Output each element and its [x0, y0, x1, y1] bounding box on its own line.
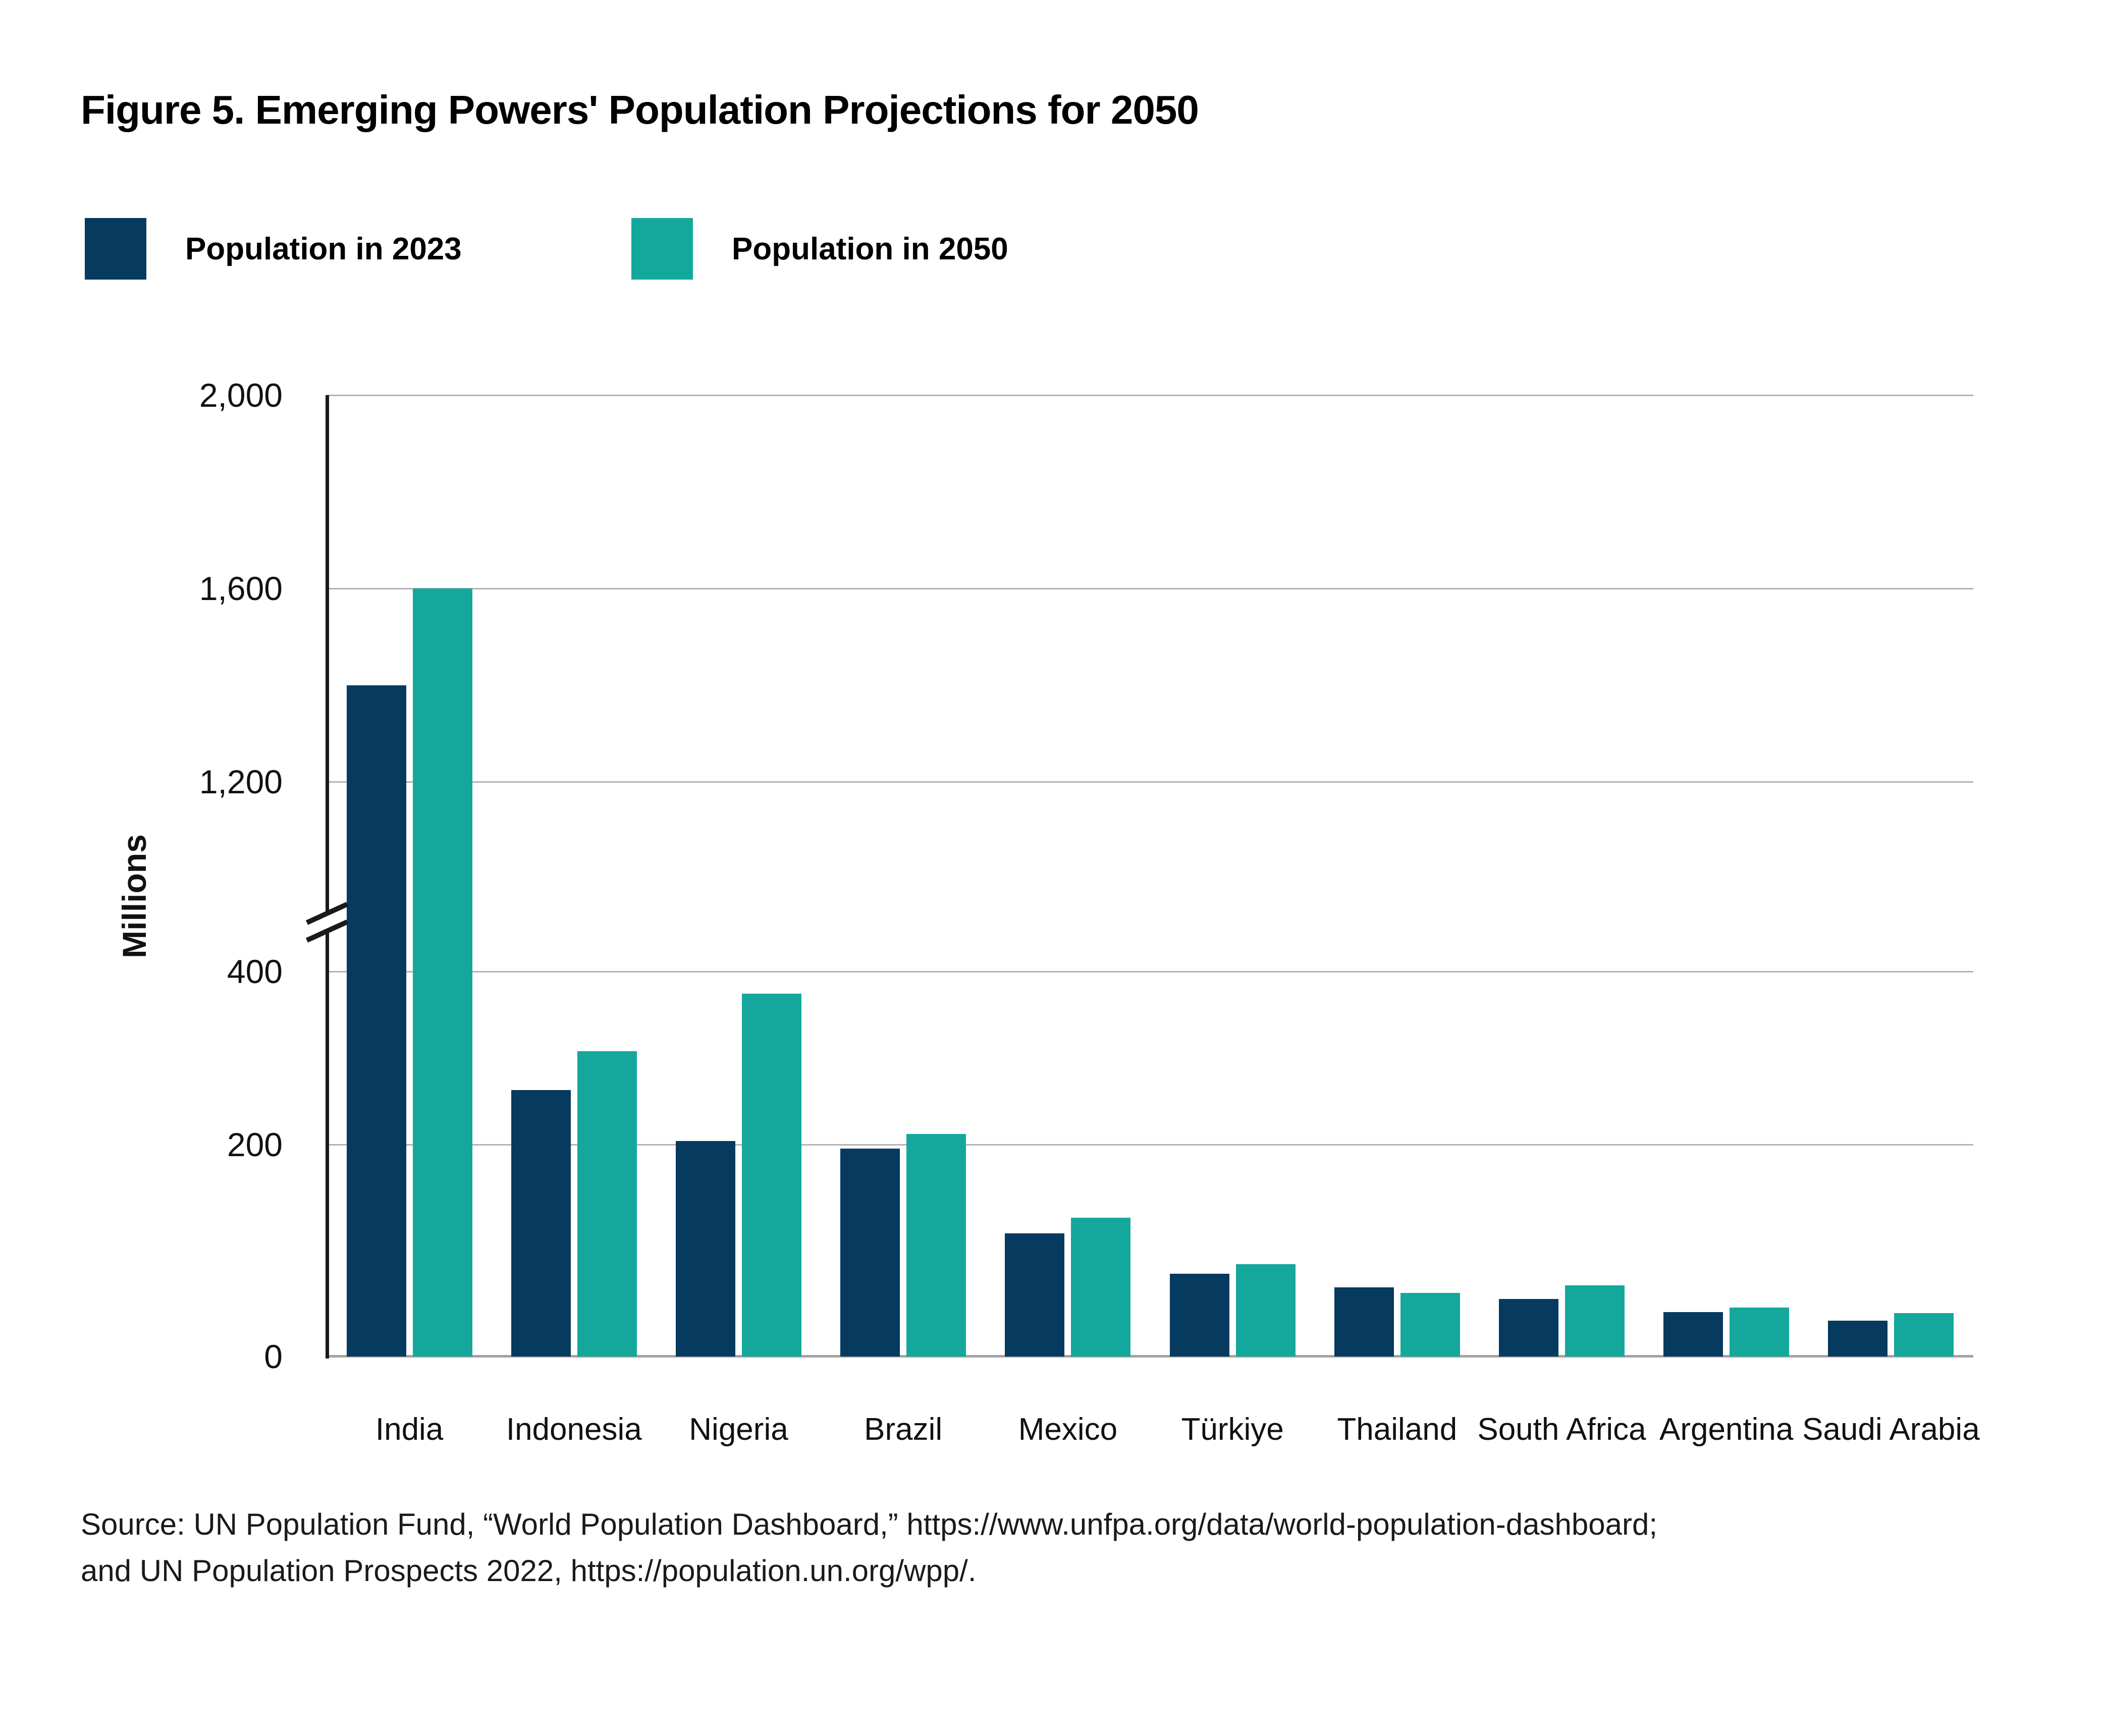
bar-mexico-2023 — [1005, 1233, 1065, 1357]
bar-türkiye-2023 — [1169, 1273, 1229, 1357]
bar-saudi-arabia-2023 — [1828, 1321, 1888, 1357]
x-category-label-indonesia: Indonesia — [506, 1412, 642, 1447]
x-axis-line — [327, 1355, 1973, 1358]
source-note: Source: UN Population Fund, “World Popul… — [81, 1501, 1657, 1594]
legend-swatch-2050-icon — [631, 218, 693, 280]
y-tick-label-1200: 1,200 — [199, 763, 283, 800]
legend-item-2023: Population in 2023 — [85, 218, 462, 280]
plot-area — [327, 395, 1973, 1358]
legend-item-2050: Population in 2050 — [631, 218, 1008, 280]
bar-brazil-2023 — [840, 1148, 900, 1357]
chart-title: Figure 5. Emerging Powers' Population Pr… — [81, 87, 1199, 132]
y-tick-label-1600: 1,600 — [199, 570, 283, 607]
bar-saudi-arabia-2050 — [1894, 1313, 1954, 1357]
bar-argentina-2050 — [1730, 1307, 1790, 1357]
gridline-2000 — [327, 395, 1973, 396]
bar-india-2050 — [412, 588, 472, 1357]
bar-indonesia-2023 — [511, 1090, 571, 1357]
x-category-label-brazil: Brazil — [864, 1412, 943, 1447]
source-line-2: and UN Population Prospects 2022, https:… — [81, 1554, 977, 1588]
legend-swatch-2023-icon — [85, 218, 146, 280]
y-tick-label-400: 400 — [227, 953, 283, 990]
x-category-label-türkiye: Türkiye — [1181, 1412, 1284, 1447]
bar-türkiye-2050 — [1235, 1264, 1296, 1357]
gridline-400 — [327, 971, 1973, 972]
bar-nigeria-2023 — [676, 1141, 735, 1357]
gridline-200 — [327, 1144, 1973, 1146]
bar-south-africa-2050 — [1565, 1285, 1625, 1357]
y-tick-label-0: 0 — [264, 1338, 283, 1375]
bar-india-2023 — [346, 685, 406, 1357]
gridline-1200 — [327, 781, 1973, 783]
bar-nigeria-2050 — [742, 993, 801, 1357]
y-tick-label-2000: 2,000 — [199, 376, 283, 414]
x-category-label-mexico: Mexico — [1018, 1412, 1118, 1447]
y-axis-line-segment-1 — [326, 395, 329, 913]
bar-thailand-2023 — [1334, 1287, 1394, 1357]
bar-thailand-2050 — [1400, 1293, 1460, 1357]
x-category-label-saudi-arabia: Saudi Arabia — [1802, 1412, 1980, 1447]
bar-argentina-2023 — [1663, 1312, 1723, 1357]
bar-indonesia-2050 — [577, 1051, 637, 1357]
x-category-label-south-africa: South Africa — [1477, 1412, 1646, 1447]
bar-brazil-2050 — [906, 1134, 966, 1357]
bar-mexico-2050 — [1071, 1218, 1131, 1357]
source-line-1: Source: UN Population Fund, “World Popul… — [81, 1507, 1658, 1541]
legend-label-2023: Population in 2023 — [185, 231, 462, 266]
x-category-label-nigeria: Nigeria — [689, 1412, 788, 1447]
legend-label-2050: Population in 2050 — [732, 231, 1008, 266]
x-category-label-argentina: Argentina — [1659, 1412, 1794, 1447]
y-tick-label-200: 200 — [227, 1126, 283, 1163]
x-category-label-thailand: Thailand — [1337, 1412, 1458, 1447]
gridline-1600 — [327, 588, 1973, 589]
x-category-label-india: India — [375, 1412, 444, 1447]
y-axis-line-segment-2 — [326, 930, 329, 1359]
bar-south-africa-2023 — [1499, 1298, 1558, 1357]
